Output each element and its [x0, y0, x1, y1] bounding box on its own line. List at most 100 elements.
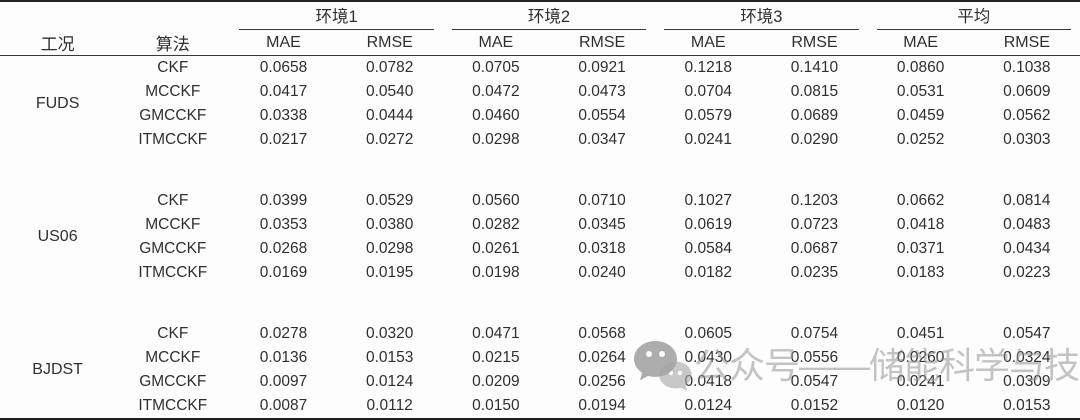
- value-cell: 0.0290: [790, 131, 839, 148]
- value-cell: 0.0150: [472, 397, 520, 414]
- value-cell: 0.0136: [259, 349, 308, 366]
- algorithm-cell: ITMCCKF: [138, 264, 208, 281]
- col-group-env3-label: 环境3: [664, 3, 859, 30]
- value-cell: 0.1203: [790, 192, 839, 209]
- condition-cell: BJDST: [32, 361, 83, 378]
- col-group-env1: 环境1: [230, 1, 442, 30]
- value-cell: 0.0605: [684, 325, 732, 342]
- value-cell: 0.0460: [472, 107, 520, 124]
- value-cell: 0.0252: [896, 131, 945, 148]
- value-cell: 0.0223: [1003, 264, 1051, 281]
- value-cell: 0.0704: [684, 83, 732, 100]
- algorithm-cell: CKF: [157, 59, 189, 76]
- value-cell: 0.0562: [1003, 107, 1051, 124]
- value-cell: 0.0658: [259, 59, 308, 76]
- value-cell: 0.0282: [472, 216, 520, 233]
- table-row: GMCCKF 0.0268 0.0298 0.0261 0.0318 0.0584 0.06…: [0, 237, 1080, 261]
- value-cell: 0.0547: [790, 373, 839, 390]
- value-cell: 0.0705: [472, 59, 520, 76]
- value-cell: 0.0235: [790, 264, 839, 281]
- value-cell: 0.0609: [1003, 83, 1051, 100]
- col-group-avg: 平均: [868, 1, 1080, 30]
- col-group-env1-label: 环境1: [239, 3, 434, 30]
- value-cell: 0.0619: [684, 216, 732, 233]
- value-cell: 0.0579: [684, 107, 732, 124]
- value-cell: 0.0473: [578, 83, 626, 100]
- value-cell: 0.0298: [365, 240, 414, 257]
- algorithm-cell: GMCCKF: [139, 107, 207, 124]
- value-cell: 0.0241: [896, 373, 945, 390]
- value-cell: 0.0183: [896, 264, 945, 281]
- value-cell: 0.0584: [684, 240, 732, 257]
- value-cell: 0.0240: [578, 264, 626, 281]
- table-header: 工况 算法 环境1 环境2 环境3 平均 MAE RMSE MAE RMSE M…: [0, 1, 1080, 56]
- value-cell: 0.0380: [365, 216, 414, 233]
- value-cell: 0.0097: [259, 373, 308, 390]
- value-cell: 0.0318: [578, 240, 626, 257]
- value-cell: 0.0418: [896, 216, 945, 233]
- value-cell: 0.0472: [472, 83, 520, 100]
- value-cell: 0.0309: [1003, 373, 1051, 390]
- col-group-avg-label: 平均: [876, 3, 1071, 30]
- algorithm-cell: CKF: [157, 192, 189, 209]
- value-cell: 0.0347: [578, 131, 626, 148]
- col-header-env1-mae: MAE: [230, 30, 337, 56]
- value-cell: 0.0554: [578, 107, 626, 124]
- value-cell: 0.0217: [259, 131, 308, 148]
- value-cell: 0.0921: [578, 59, 626, 76]
- col-header-env1-rmse: RMSE: [336, 30, 443, 56]
- col-header-env2-mae: MAE: [442, 30, 549, 56]
- col-header-avg-mae: MAE: [867, 30, 974, 56]
- value-cell: 0.0434: [1003, 240, 1051, 257]
- value-cell: 0.0353: [259, 216, 308, 233]
- col-header-env3-mae: MAE: [655, 30, 762, 56]
- value-cell: 0.0194: [578, 397, 626, 414]
- table-row: GMCCKF 0.0338 0.0444 0.0460 0.0554 0.0579 0.06…: [0, 104, 1080, 128]
- algorithm-cell: MCCKF: [145, 216, 201, 233]
- table-row: MCCKF 0.0136 0.0153 0.0215 0.0264 0.0430 0.055…: [0, 346, 1080, 370]
- value-cell: 0.0272: [365, 131, 414, 148]
- table-row: MCCKF 0.0353 0.0380 0.0282 0.0345 0.0619 0.072…: [0, 213, 1080, 237]
- value-cell: 0.0471: [472, 325, 520, 342]
- table-row: BJDST CKF 0.0278 0.0320 0.0471 0.0568 0.0605 0.…: [0, 322, 1080, 378]
- algorithm-cell: ITMCCKF: [138, 397, 208, 414]
- table-row: FUDS CKF 0.0658 0.0782 0.0705 0.0921 0.1218 0.1…: [0, 56, 1080, 112]
- value-cell: 0.0215: [472, 349, 520, 366]
- value-cell: 0.1038: [1003, 59, 1051, 76]
- col-header-env2-rmse: RMSE: [548, 30, 656, 56]
- block-spacer-cell: [0, 285, 1080, 322]
- value-cell: 0.0124: [365, 373, 414, 390]
- value-cell: 0.0268: [259, 240, 308, 257]
- value-cell: 0.0723: [790, 216, 839, 233]
- table-row: US06 CKF 0.0399 0.0529 0.0560 0.0710 0.1027 0.1…: [0, 189, 1080, 245]
- value-cell: 0.0754: [790, 325, 839, 342]
- value-cell: 0.0371: [896, 240, 945, 257]
- col-group-env2: 环境2: [443, 1, 655, 30]
- col-header-avg-rmse: RMSE: [973, 30, 1080, 56]
- value-cell: 0.0264: [578, 349, 626, 366]
- condition-cell: FUDS: [35, 95, 80, 112]
- value-cell: 0.0320: [365, 325, 414, 342]
- block-spacer-row: [0, 285, 1080, 322]
- value-cell: 0.0195: [365, 264, 414, 281]
- table-row: ITMCCKF 0.0169 0.0195 0.0198 0.0240 0.0182 0.0…: [0, 261, 1080, 285]
- value-cell: 0.0169: [259, 264, 308, 281]
- value-cell: 0.0152: [790, 397, 839, 414]
- value-cell: 0.0547: [1003, 325, 1051, 342]
- col-group-env3: 环境3: [655, 1, 867, 30]
- value-cell: 0.0815: [790, 83, 839, 100]
- algorithm-cell: ITMCCKF: [138, 131, 208, 148]
- value-cell: 0.0278: [259, 325, 308, 342]
- value-cell: 0.0459: [896, 107, 945, 124]
- value-cell: 0.1218: [684, 59, 732, 76]
- value-cell: 0.0241: [684, 131, 732, 148]
- value-cell: 0.0568: [578, 325, 626, 342]
- value-cell: 0.0418: [684, 373, 732, 390]
- value-cell: 0.0112: [366, 397, 413, 414]
- table-body: FUDS CKF 0.0658 0.0782 0.0705 0.0921 0.1218 0.1…: [0, 56, 1080, 420]
- algorithm-cell: MCCKF: [145, 349, 201, 366]
- value-cell: 0.0209: [472, 373, 520, 390]
- value-cell: 0.0153: [1003, 397, 1051, 414]
